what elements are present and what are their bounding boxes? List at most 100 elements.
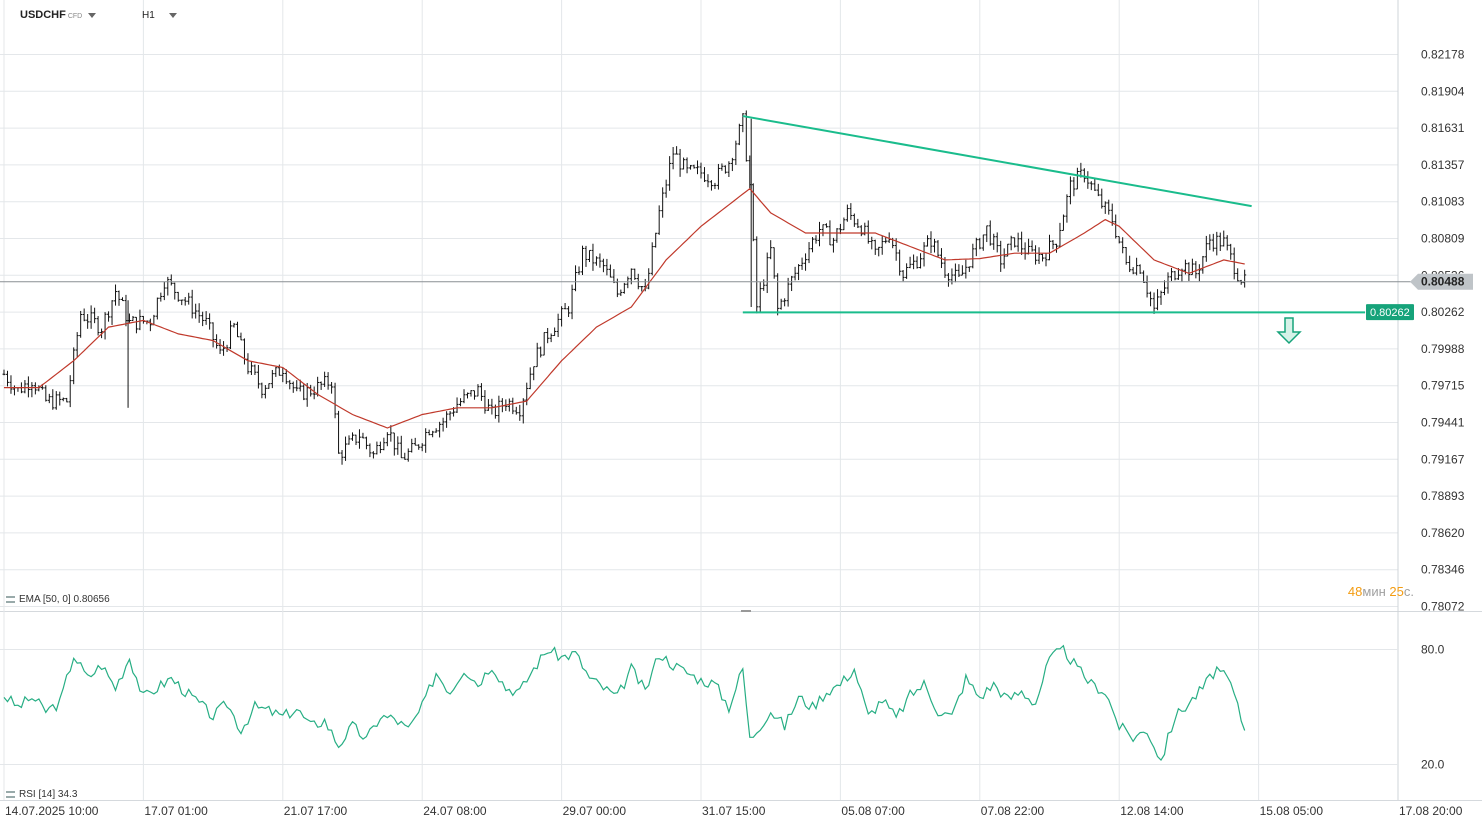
time-axis: 14.07.2025 10:00 17.07 01:00 21.07 17:00 24… (5, 804, 1463, 818)
candle (689, 164, 693, 170)
candle (1128, 255, 1132, 273)
timer-seconds: 25 (1389, 584, 1404, 599)
candle (166, 276, 170, 296)
ema-params: [50, 0] (42, 594, 71, 605)
candle (291, 381, 295, 393)
support-level-badge (1366, 304, 1414, 321)
candle (1229, 243, 1233, 260)
candle (898, 249, 902, 276)
candle (246, 353, 250, 375)
candle (208, 313, 212, 330)
candle (1142, 270, 1146, 283)
candle (824, 223, 828, 228)
candle (385, 432, 389, 447)
trendline-group[interactable] (0, 115, 1412, 345)
candle (103, 312, 107, 340)
candle (124, 294, 128, 327)
candle (932, 238, 936, 253)
rsi-legend[interactable]: RSI [14] 34.3 (6, 789, 77, 800)
candle (685, 157, 689, 174)
candle (58, 391, 62, 406)
candle (1152, 292, 1156, 314)
candle (849, 203, 853, 220)
candle (981, 234, 985, 251)
candle (1103, 201, 1107, 214)
candle (483, 390, 487, 414)
candle (274, 366, 278, 377)
price-tick-label: 0.79988 (1421, 342, 1465, 356)
candle (392, 432, 396, 456)
timeframe-selector[interactable]: H1 (142, 10, 177, 21)
chevron-down-icon (168, 12, 177, 18)
candle (946, 273, 950, 287)
candle (1054, 243, 1058, 253)
candle (159, 292, 163, 302)
candle (120, 297, 124, 302)
candle (835, 228, 839, 243)
time-tick-label: 24.07 08:00 (423, 804, 487, 818)
current-price-value: 0.80488 (1421, 275, 1465, 289)
candle (650, 242, 654, 276)
candle (399, 435, 403, 459)
candle (699, 162, 703, 179)
price-tick-label: 0.79167 (1421, 452, 1465, 466)
candle (884, 236, 888, 244)
candle (556, 313, 560, 338)
candle (424, 428, 428, 453)
candle (608, 264, 612, 278)
candle (856, 218, 860, 229)
candle (351, 432, 354, 441)
candle (107, 311, 111, 322)
candle (622, 282, 626, 294)
rsi-tick-label: 20.0 (1421, 758, 1445, 772)
candle (155, 297, 159, 320)
candle (375, 441, 379, 455)
ema-legend[interactable]: EMA [50, 0] 0.80656 (6, 594, 110, 605)
candle (249, 361, 253, 375)
candle (201, 311, 205, 327)
grid (0, 0, 1482, 801)
candle (821, 224, 825, 237)
ema-line (4, 187, 1245, 429)
candle (539, 346, 543, 358)
settings-handle-icon[interactable] (6, 595, 15, 603)
candle (490, 398, 494, 415)
candle (54, 391, 58, 410)
candle (455, 397, 459, 413)
candle (267, 383, 271, 389)
candle (967, 266, 971, 272)
candle (96, 316, 100, 336)
candle (9, 375, 13, 394)
symbol-selector[interactable]: USDCHF CFD (20, 9, 97, 21)
candle (148, 318, 152, 332)
candle (1156, 289, 1160, 311)
timer-minutes: 48 (1347, 584, 1363, 599)
rsi-value: 34.3 (57, 789, 78, 800)
candle (720, 163, 724, 171)
candle (413, 437, 417, 446)
candle (260, 382, 264, 399)
candle (1037, 247, 1041, 264)
candle (218, 339, 222, 355)
price-tick-label: 0.79715 (1421, 379, 1465, 393)
settings-handle-icon[interactable] (6, 790, 15, 798)
candle (797, 264, 801, 281)
candle (929, 231, 933, 254)
candle (779, 298, 783, 310)
candle (12, 385, 16, 396)
candle (497, 395, 501, 423)
candle (1075, 167, 1079, 190)
candle (804, 253, 808, 271)
candle (229, 320, 233, 350)
candle (211, 322, 215, 348)
candle (692, 164, 696, 169)
candle (577, 266, 581, 275)
resistance-trendline (742, 115, 1252, 208)
candle (1048, 234, 1051, 261)
time-tick-label: 21.07 17:00 (284, 804, 348, 818)
candle (434, 428, 438, 433)
candle (117, 290, 121, 306)
candle (842, 217, 846, 231)
rsi-name: RSI (19, 789, 36, 800)
